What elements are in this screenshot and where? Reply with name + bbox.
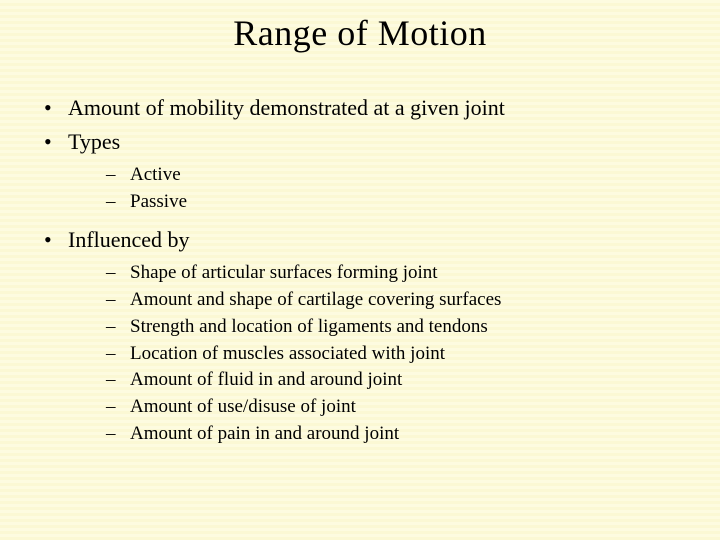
bullet-list-level1: Amount of mobility demonstrated at a giv… bbox=[32, 92, 688, 448]
subbullet-text: Amount of pain in and around joint bbox=[130, 423, 399, 444]
subbullet-passive: Passive bbox=[106, 189, 688, 216]
subbullet-articular-surfaces: Shape of articular surfaces forming join… bbox=[106, 260, 688, 287]
subbullet-muscles: Location of muscles associated with join… bbox=[106, 341, 688, 368]
bullet-list-level2-types: Active Passive bbox=[68, 162, 688, 216]
subbullet-text: Amount of fluid in and around joint bbox=[130, 369, 402, 390]
subbullet-active: Active bbox=[106, 162, 688, 189]
bullet-influenced-by: Influenced by Shape of articular surface… bbox=[44, 224, 688, 449]
subbullet-pain: Amount of pain in and around joint bbox=[106, 421, 688, 448]
subbullet-text: Passive bbox=[130, 191, 187, 212]
subbullet-text: Amount of use/disuse of joint bbox=[130, 396, 356, 417]
subbullet-cartilage: Amount and shape of cartilage covering s… bbox=[106, 287, 688, 314]
subbullet-text: Active bbox=[130, 164, 181, 185]
subbullet-ligaments-tendons: Strength and location of ligaments and t… bbox=[106, 314, 688, 341]
subbullet-text: Strength and location of ligaments and t… bbox=[130, 316, 488, 337]
subbullet-text: Amount and shape of cartilage covering s… bbox=[130, 289, 501, 310]
subbullet-use-disuse: Amount of use/disuse of joint bbox=[106, 394, 688, 421]
bullet-definition: Amount of mobility demonstrated at a giv… bbox=[44, 92, 688, 124]
subbullet-fluid: Amount of fluid in and around joint bbox=[106, 367, 688, 394]
bullet-text: Amount of mobility demonstrated at a giv… bbox=[68, 95, 505, 120]
subbullet-text: Shape of articular surfaces forming join… bbox=[130, 262, 438, 283]
bullet-text: Influenced by bbox=[68, 227, 190, 252]
slide: Range of Motion Amount of mobility demon… bbox=[0, 0, 720, 540]
slide-title: Range of Motion bbox=[32, 12, 688, 54]
bullet-text: Types bbox=[68, 129, 120, 154]
subbullet-text: Location of muscles associated with join… bbox=[130, 343, 445, 364]
bullet-types: Types Active Passive bbox=[44, 126, 688, 216]
bullet-list-level2-influenced: Shape of articular surfaces forming join… bbox=[68, 260, 688, 449]
